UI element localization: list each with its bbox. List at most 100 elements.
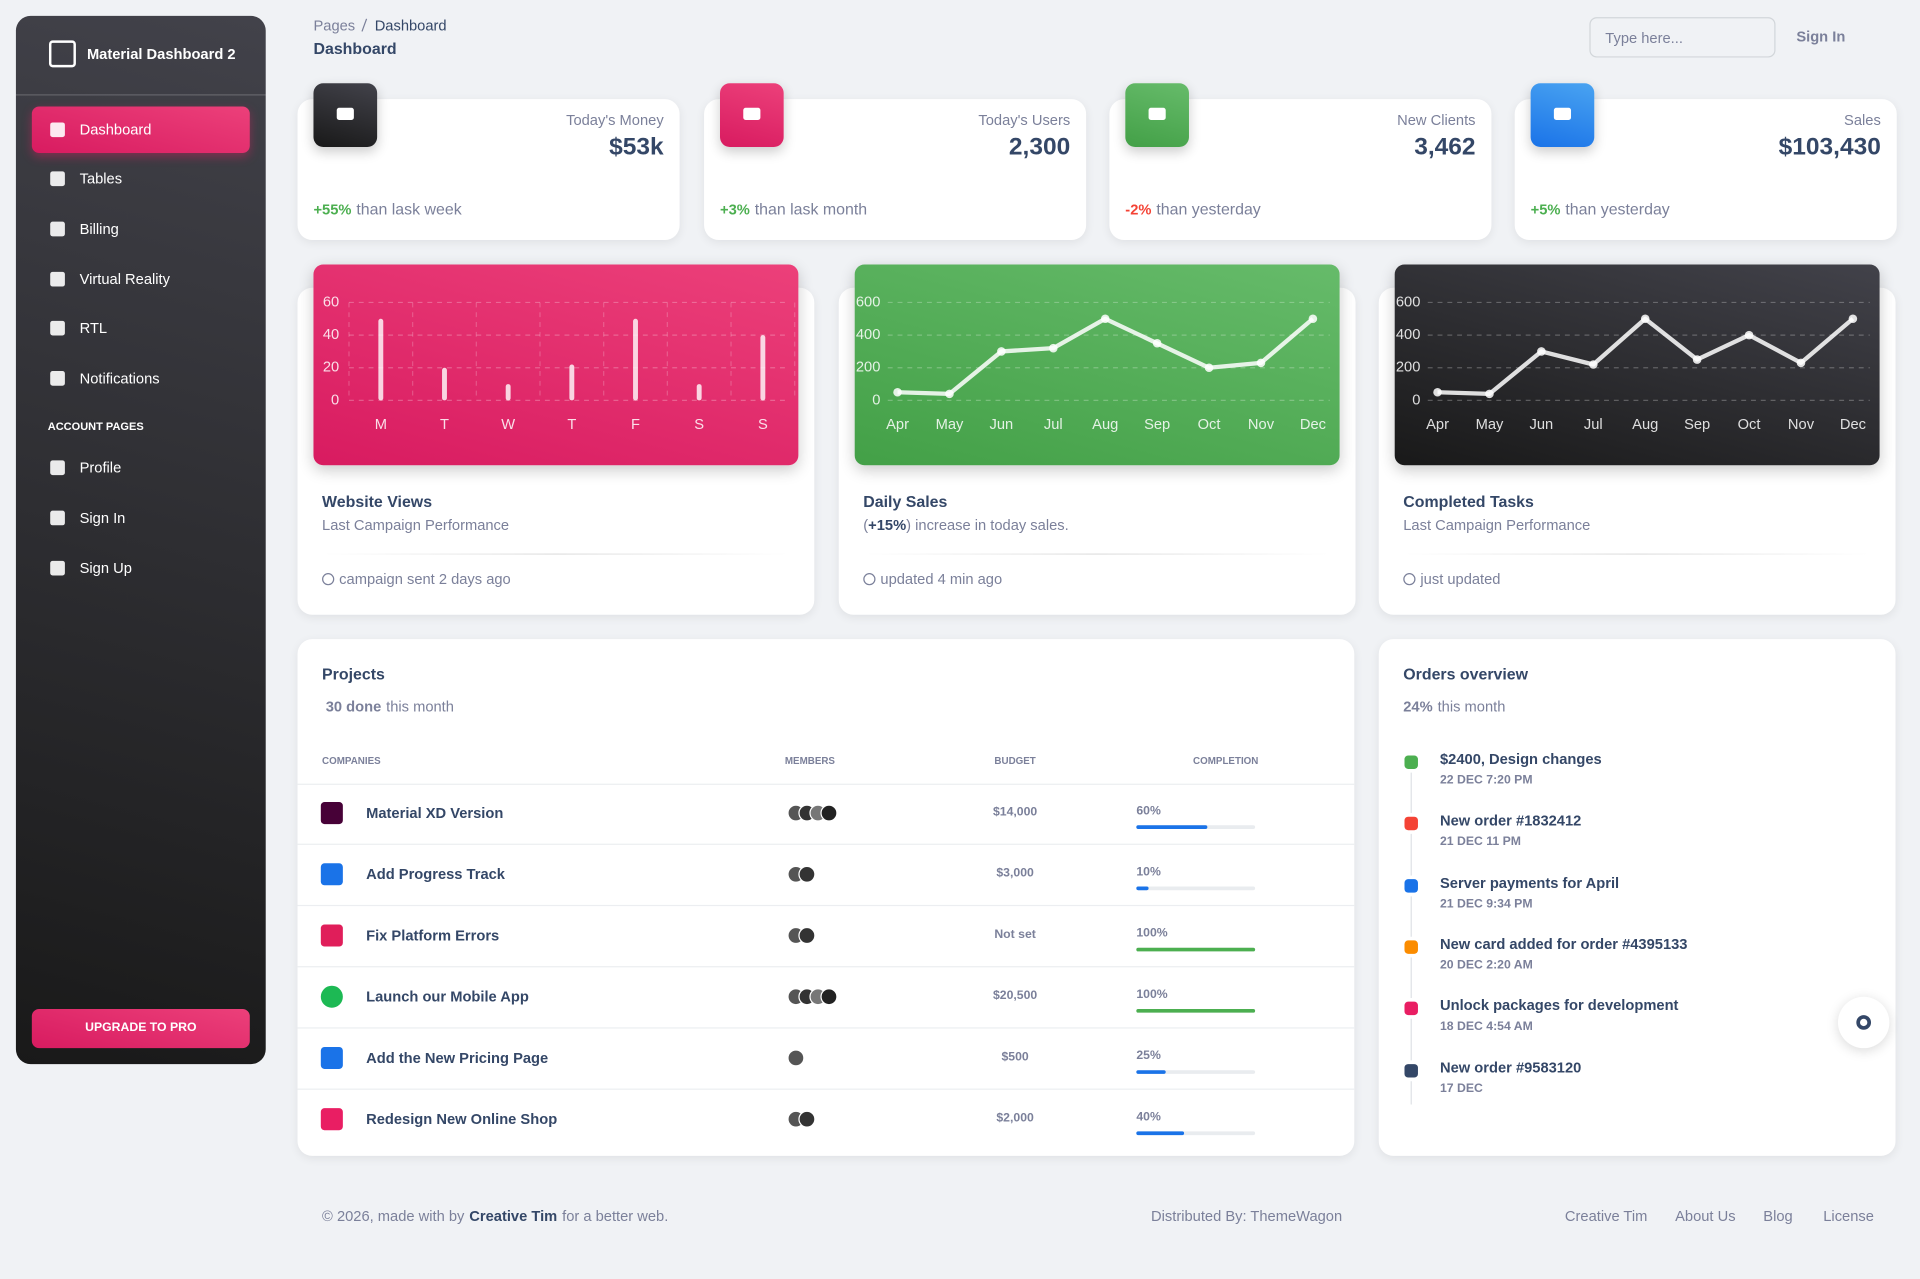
- nav-item[interactable]: Notifications: [79, 369, 160, 387]
- project-budget: Not set: [994, 928, 1036, 942]
- done-suffix: this month: [386, 697, 454, 716]
- y-tick-label: 0: [1412, 392, 1420, 408]
- upgrade-button[interactable]: UPGRADE TO PRO: [31, 1008, 250, 1049]
- copyright: © 2026, made with by Creative Tim for a be…: [322, 1206, 668, 1226]
- row-divider: [297, 904, 1355, 907]
- nav-item[interactable]: Sign Up: [79, 559, 132, 577]
- chart: 0 20 40 60 M T W T F S S: [323, 294, 796, 433]
- nav-item[interactable]: Virtual Reality: [79, 270, 170, 288]
- nav-item[interactable]: Profile: [79, 459, 122, 477]
- projects-card: Projects 30 done this month COMPANIES MEMBER…: [297, 639, 1355, 1156]
- stat-change: +55%: [313, 200, 352, 218]
- nav-item[interactable]: Billing: [79, 220, 119, 238]
- row-divider: [297, 966, 1355, 968]
- project-name[interactable]: Redesign New Online Shop: [366, 1110, 558, 1128]
- point: [945, 389, 954, 399]
- done-count: 30 done: [325, 697, 382, 716]
- completion-label: 40%: [1136, 1110, 1161, 1125]
- project-name[interactable]: Add the New Pricing Page: [366, 1049, 549, 1067]
- sidebar: Material Dashboard 2 Dashboard Tables Billi…: [15, 15, 266, 1065]
- column-header: COMPLETION: [1193, 755, 1259, 767]
- bar: [633, 318, 638, 401]
- y-tick-label: 60: [323, 294, 339, 310]
- x-tick-label: Oct: [1738, 417, 1761, 433]
- orders-percent: 24%: [1403, 697, 1433, 716]
- x-tick-label: May: [936, 417, 964, 433]
- stat-note: than lask week: [356, 199, 462, 218]
- stat-footer: +55% than lask week: [313, 200, 461, 220]
- progress-bar: [1136, 1070, 1167, 1074]
- order-title: New order #1832412: [1440, 812, 1582, 830]
- nav-item[interactable]: Sign In: [79, 509, 126, 527]
- order-title: Server payments for April: [1440, 873, 1620, 891]
- bar: [696, 384, 702, 401]
- settings-button[interactable]: [1837, 996, 1890, 1049]
- breadcrumb: Dashboard: [374, 17, 447, 35]
- bar: [569, 364, 575, 401]
- chart-divider: [863, 553, 1332, 555]
- x-tick-label: Jul: [1044, 417, 1063, 433]
- stat-card: Today's Money $53k +55% than lask week: [297, 83, 680, 240]
- sign-in-link[interactable]: Sign In: [1796, 28, 1846, 46]
- completion-label: 100%: [1136, 988, 1168, 1002]
- y-tick-label: 400: [1396, 327, 1421, 343]
- footer-link[interactable]: Blog: [1763, 1207, 1793, 1225]
- stat-change: -2%: [1125, 200, 1152, 218]
- timeline-line: [1410, 771, 1412, 1105]
- stat-card: Sales $103,430 +5% than yesterday: [1514, 83, 1897, 240]
- nav-item[interactable]: Tables: [79, 170, 123, 188]
- project-name[interactable]: Launch our Mobile App: [366, 988, 529, 1006]
- stat-footer: -2% than yesterday: [1125, 200, 1260, 220]
- chart-subtitle: Last Campaign Performance: [322, 516, 509, 536]
- timeline-icon: [1404, 878, 1418, 893]
- chart-footer: just updated: [1420, 570, 1501, 588]
- footer-link[interactable]: License: [1823, 1207, 1874, 1225]
- project-name[interactable]: Add Progress Track: [366, 865, 505, 883]
- clock-icon: [322, 573, 335, 586]
- nav-item[interactable]: Dashboard: [79, 121, 152, 139]
- nav-icon: [50, 510, 65, 526]
- chart-title: Website Views: [322, 492, 433, 511]
- nav-icon: [50, 320, 65, 336]
- member-avatar: [787, 1049, 805, 1067]
- y-tick-label: 0: [331, 392, 339, 408]
- order-title: Unlock packages for development: [1440, 996, 1679, 1015]
- member-avatar: [798, 1110, 816, 1128]
- stat-icon: [313, 83, 378, 147]
- order-date: 22 DEC 7:20 PM: [1440, 773, 1533, 788]
- stat-icon-glyph: [743, 107, 761, 120]
- search-input[interactable]: Type here...: [1589, 17, 1776, 58]
- project-name[interactable]: Material XD Version: [366, 804, 504, 822]
- nav-item[interactable]: RTL: [79, 319, 108, 337]
- stat-footer: +3% than lask month: [720, 200, 867, 220]
- stat-note: than yesterday: [1565, 199, 1670, 218]
- project-name[interactable]: Fix Platform Errors: [366, 926, 500, 945]
- orders-card: Orders overview 24% this month $2400, Desig…: [1378, 639, 1896, 1156]
- x-tick-label: S: [694, 417, 704, 433]
- chart-subtitle: Last Campaign Performance: [1403, 516, 1590, 536]
- nav-icon: [50, 460, 65, 476]
- chart-box: 0 200 400 600 Apr May Jun Jul Aug Sep Oct Nov Dec: [1394, 264, 1880, 466]
- company-logo: [320, 924, 343, 947]
- line: [897, 316, 1315, 397]
- y-tick-label: 200: [856, 360, 881, 376]
- chart-box: 0 200 400 600 Apr May Jun Jul Aug Sep Oct Nov Dec: [854, 264, 1340, 466]
- search-placeholder: Type here...: [1605, 29, 1683, 47]
- member-avatar: [798, 865, 816, 883]
- project-budget: $2,000: [996, 1111, 1034, 1126]
- point: [1589, 360, 1598, 369]
- footer-link[interactable]: Creative Tim: [1564, 1207, 1648, 1225]
- footer-link[interactable]: About Us: [1675, 1207, 1736, 1225]
- chart-card: 0 200 400 600 Apr May Jun Jul Aug Sep Oct Nov Dec Dai…: [838, 264, 1356, 615]
- nav-icon: [50, 221, 65, 237]
- nav-section: ACCOUNT PAGES: [47, 420, 144, 433]
- copyright-link[interactable]: Creative Tim: [469, 1207, 558, 1225]
- clock-icon: [863, 573, 876, 586]
- breadcrumb-separator: [361, 18, 368, 32]
- company-logo: [320, 863, 343, 886]
- point: [1152, 338, 1162, 348]
- chart-divider: [322, 553, 790, 555]
- breadcrumb[interactable]: Pages: [313, 17, 356, 35]
- chart-title: Daily Sales: [863, 492, 948, 511]
- chart-box: 0 20 40 60 M T W T F S S: [313, 264, 799, 466]
